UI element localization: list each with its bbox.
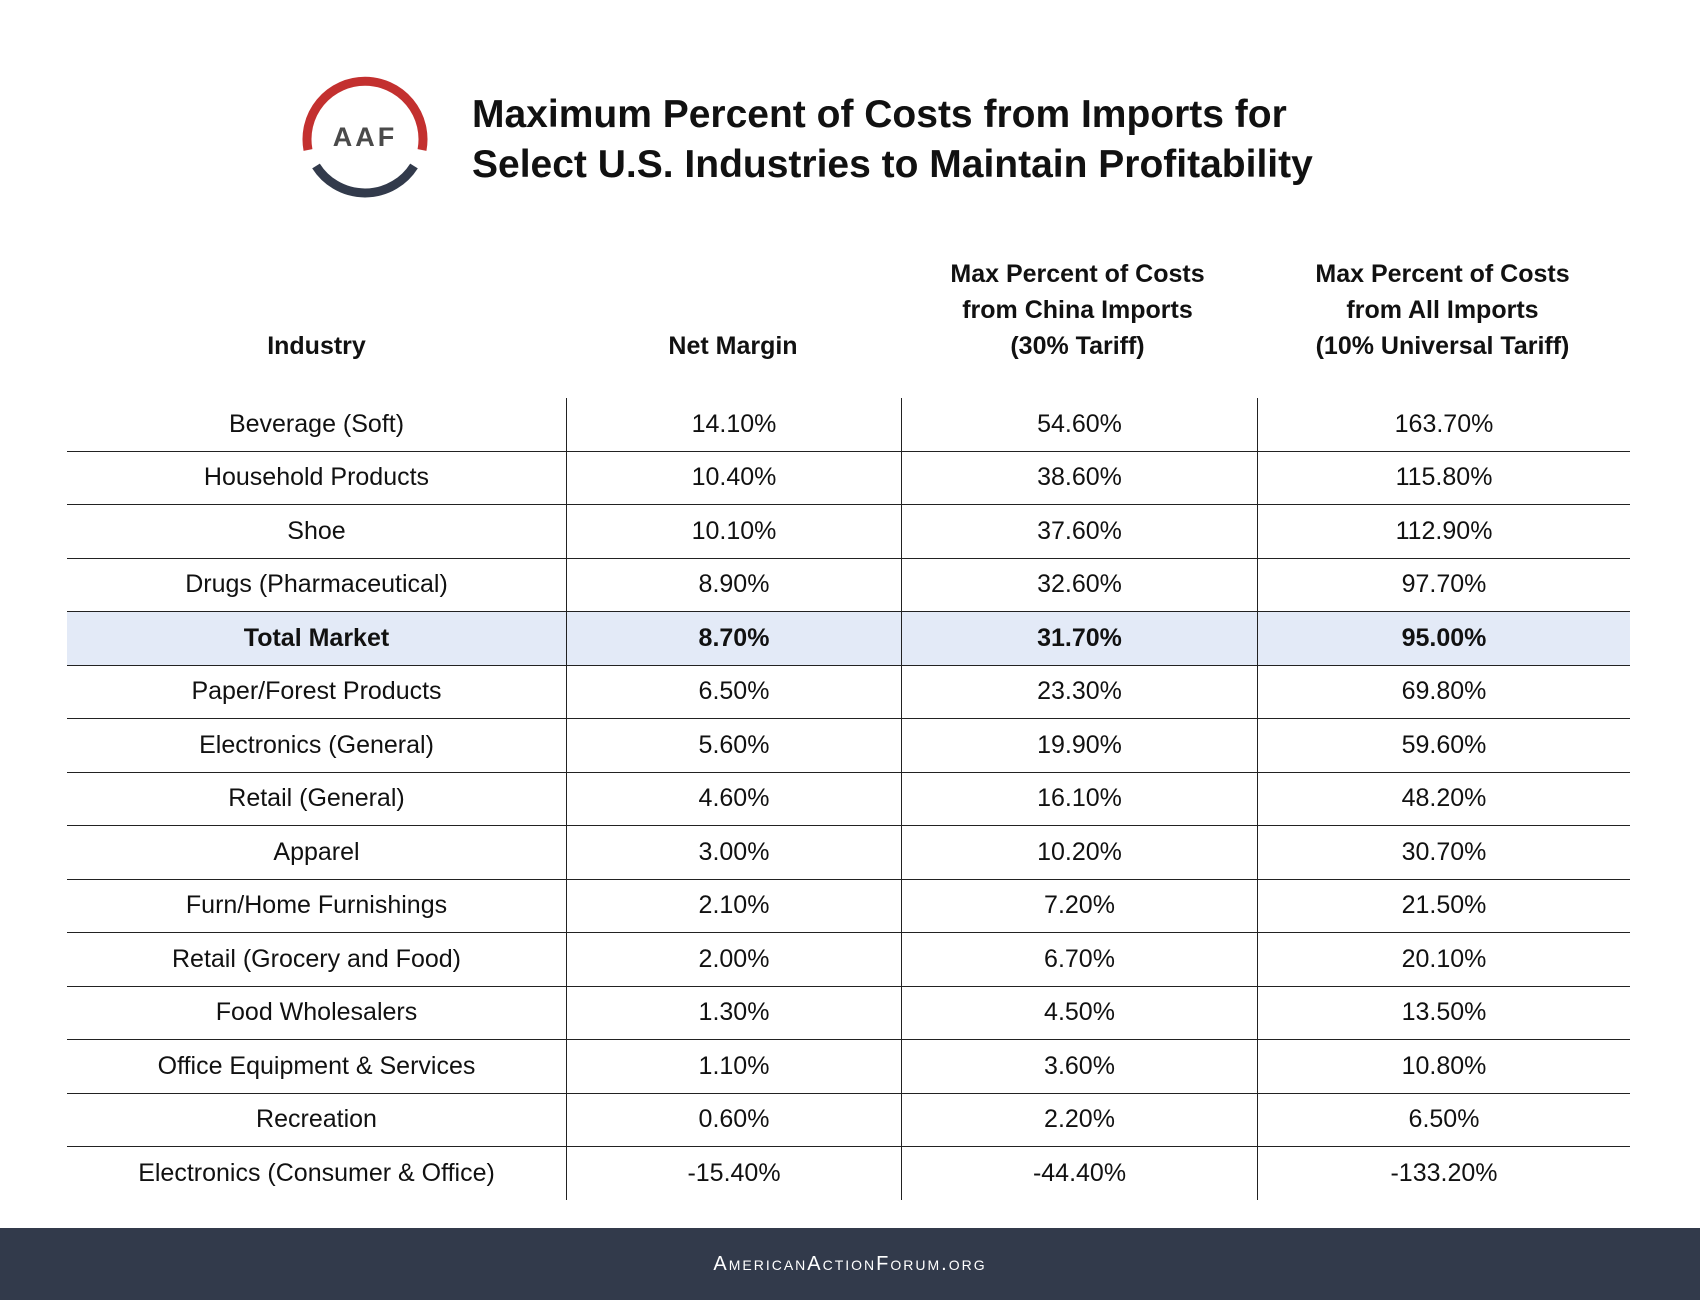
all-imports-cell: 20.10%: [1257, 932, 1630, 987]
industry-cell: Electronics (General): [67, 718, 567, 773]
industry-cell: Total Market: [67, 611, 567, 666]
industry-cell: Apparel: [67, 825, 567, 880]
header-net-margin: Net Margin: [566, 328, 900, 364]
all-imports-cell: 48.20%: [1257, 772, 1630, 826]
china-imports-cell: 2.20%: [901, 1093, 1258, 1147]
header-all-imports: Max Percent of Costs from All Imports (1…: [1255, 256, 1630, 364]
table-row: Retail (General) 4.60% 16.10% 48.20%: [67, 772, 1630, 826]
header-line: Max Percent of Costs: [1315, 260, 1570, 288]
all-imports-cell: 95.00%: [1257, 611, 1630, 666]
net-margin-cell: 14.10%: [566, 398, 902, 452]
table-row: Electronics (Consumer & Office) -15.40% -4…: [67, 1146, 1630, 1200]
page-title: Maximum Percent of Costs from Imports fo…: [472, 90, 1313, 190]
net-margin-cell: 3.00%: [566, 825, 902, 880]
china-imports-cell: 7.20%: [901, 879, 1258, 933]
all-imports-cell: 21.50%: [1257, 879, 1630, 933]
header-line: Max Percent of Costs: [950, 260, 1205, 288]
net-margin-cell: 6.50%: [566, 665, 902, 719]
industry-cell: Recreation: [67, 1093, 567, 1147]
header-line: Industry: [267, 332, 366, 360]
industry-cell: Retail (Grocery and Food): [67, 932, 567, 987]
china-imports-cell: 16.10%: [901, 772, 1258, 826]
net-margin-cell: 5.60%: [566, 718, 902, 773]
table-row: Paper/Forest Products 6.50% 23.30% 69.80%: [67, 665, 1630, 719]
header-line: Net Margin: [668, 332, 798, 360]
net-margin-cell: 2.00%: [566, 932, 902, 987]
net-margin-cell: 2.10%: [566, 879, 902, 933]
industry-cell: Office Equipment & Services: [67, 1039, 567, 1094]
title-line: Select U.S. Industries to Maintain Profi…: [472, 143, 1313, 186]
table-row: Retail (Grocery and Food) 2.00% 6.70% 20.10…: [67, 932, 1630, 987]
industry-cell: Beverage (Soft): [67, 398, 567, 452]
industry-cell: Retail (General): [67, 772, 567, 826]
table-row: Drugs (Pharmaceutical) 8.90% 32.60% 97.70%: [67, 558, 1630, 612]
table-row: Food Wholesalers 1.30% 4.50% 13.50%: [67, 986, 1630, 1040]
china-imports-cell: 31.70%: [901, 611, 1258, 666]
all-imports-cell: 30.70%: [1257, 825, 1630, 880]
net-margin-cell: 10.40%: [566, 451, 902, 505]
net-margin-cell: 1.30%: [566, 986, 902, 1040]
title-line: Maximum Percent of Costs from Imports fo…: [472, 93, 1287, 136]
table-row: Furn/Home Furnishings 2.10% 7.20% 21.50%: [67, 879, 1630, 933]
header-line: (10% Universal Tariff): [1315, 332, 1570, 360]
all-imports-cell: 112.90%: [1257, 504, 1630, 559]
china-imports-cell: 10.20%: [901, 825, 1258, 880]
aaf-logo: AAF: [302, 76, 428, 198]
table-row: Beverage (Soft) 14.10% 54.60% 163.70%: [67, 398, 1630, 452]
all-imports-cell: 163.70%: [1257, 398, 1630, 452]
svg-text:AAF: AAF: [333, 122, 398, 152]
china-imports-cell: 19.90%: [901, 718, 1258, 773]
table-row: Electronics (General) 5.60% 19.90% 59.60%: [67, 718, 1630, 773]
header-industry: Industry: [67, 328, 566, 364]
net-margin-cell: 1.10%: [566, 1039, 902, 1094]
table-row: Total Market 8.70% 31.70% 95.00%: [67, 611, 1630, 666]
china-imports-cell: 23.30%: [901, 665, 1258, 719]
china-imports-cell: 38.60%: [901, 451, 1258, 505]
industry-cell: Paper/Forest Products: [67, 665, 567, 719]
table-row: Shoe 10.10% 37.60% 112.90%: [67, 504, 1630, 559]
industry-cell: Drugs (Pharmaceutical): [67, 558, 567, 612]
header-line: (30% Tariff): [1010, 332, 1145, 360]
table-row: Recreation 0.60% 2.20% 6.50%: [67, 1093, 1630, 1147]
all-imports-cell: 6.50%: [1257, 1093, 1630, 1147]
net-margin-cell: 10.10%: [566, 504, 902, 559]
industry-cell: Food Wholesalers: [67, 986, 567, 1040]
footer-url[interactable]: AmericanActionForum.org: [713, 1253, 987, 1275]
all-imports-cell: 10.80%: [1257, 1039, 1630, 1094]
china-imports-cell: 37.60%: [901, 504, 1258, 559]
net-margin-cell: -15.40%: [566, 1146, 902, 1200]
china-imports-cell: 54.60%: [901, 398, 1258, 452]
header-line: from China Imports: [962, 296, 1193, 324]
footer: AmericanActionForum.org: [0, 1228, 1700, 1300]
china-imports-cell: -44.40%: [901, 1146, 1258, 1200]
header-china: Max Percent of Costs from China Imports …: [900, 256, 1255, 364]
china-imports-cell: 3.60%: [901, 1039, 1258, 1094]
china-imports-cell: 32.60%: [901, 558, 1258, 612]
all-imports-cell: 97.70%: [1257, 558, 1630, 612]
net-margin-cell: 0.60%: [566, 1093, 902, 1147]
all-imports-cell: 69.80%: [1257, 665, 1630, 719]
table-row: Household Products 10.40% 38.60% 115.80%: [67, 451, 1630, 505]
table-row: Office Equipment & Services 1.10% 3.60% 10.…: [67, 1039, 1630, 1094]
all-imports-cell: 115.80%: [1257, 451, 1630, 505]
industry-cell: Shoe: [67, 504, 567, 559]
table-row: Apparel 3.00% 10.20% 30.70%: [67, 825, 1630, 880]
industry-cell: Electronics (Consumer & Office): [138, 1158, 495, 1187]
header-line: from All Imports: [1346, 296, 1539, 324]
net-margin-cell: 8.70%: [566, 611, 902, 666]
china-imports-cell: 4.50%: [901, 986, 1258, 1040]
all-imports-cell: -133.20%: [1257, 1146, 1630, 1200]
all-imports-cell: 59.60%: [1257, 718, 1630, 773]
all-imports-cell: 13.50%: [1257, 986, 1630, 1040]
data-table: Beverage (Soft) 14.10% 54.60% 163.70% Househ…: [67, 398, 1630, 1200]
net-margin-cell: 8.90%: [566, 558, 902, 612]
industry-cell: Furn/Home Furnishings: [67, 879, 567, 933]
china-imports-cell: 6.70%: [901, 932, 1258, 987]
industry-cell: Household Products: [67, 451, 567, 505]
net-margin-cell: 4.60%: [566, 772, 902, 826]
